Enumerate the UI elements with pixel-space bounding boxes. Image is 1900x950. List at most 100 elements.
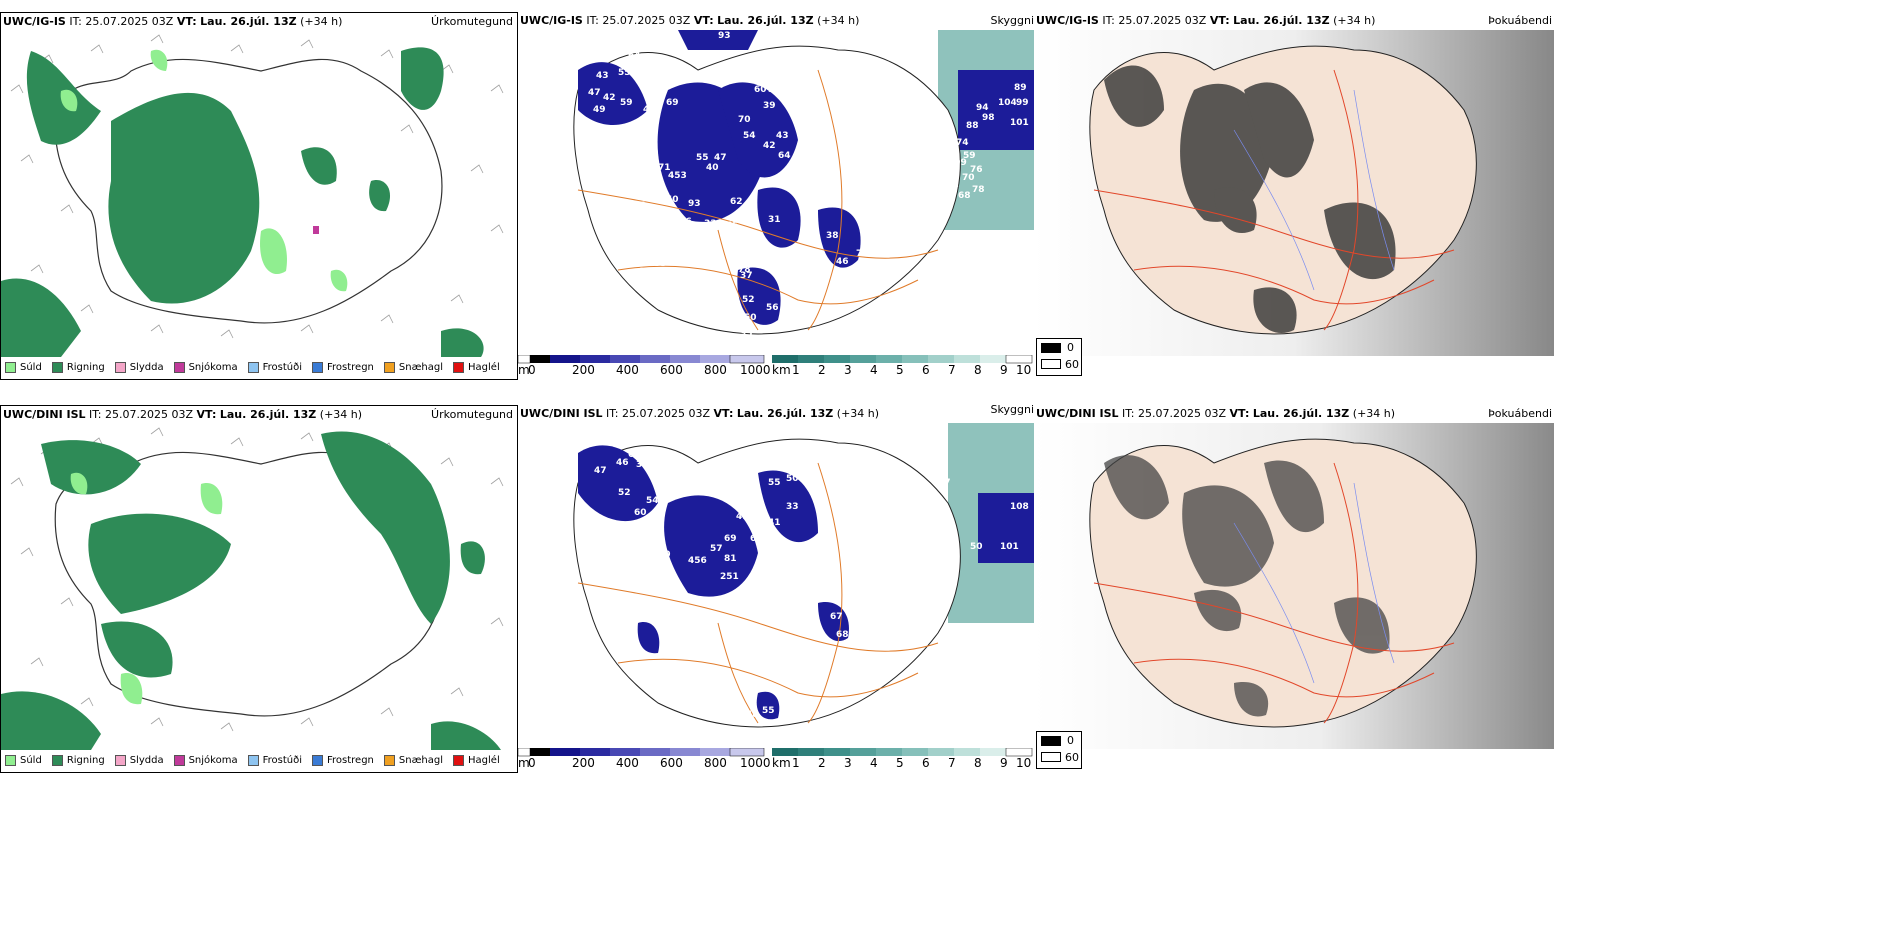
legend-swatch <box>312 361 323 373</box>
visibility-map[interactable]: 57 64 46 33 81 47 52 54 60 55 50 55 50 3… <box>518 423 1034 747</box>
fog-swatch-black <box>1041 343 1061 353</box>
legend-item: Frostúði <box>247 361 302 373</box>
fog-panel-row1: UWC/IG-IS IT: 25.07.2025 03Z VT: Lau. 26… <box>1034 12 1554 380</box>
model-name: UWC/DINI ISL <box>520 407 603 420</box>
svg-text:50: 50 <box>786 474 799 484</box>
cloudbase-unit: m <box>518 756 530 770</box>
svg-text:67: 67 <box>830 612 843 622</box>
panel-title: Skyggni <box>990 403 1034 416</box>
precip-map[interactable] <box>1 424 517 750</box>
legend-swatch <box>383 754 395 766</box>
initial-time: 25.07.2025 03Z <box>85 15 174 28</box>
valid-time: Lau. 26.júl. 13Z <box>736 407 834 420</box>
svg-text:62: 62 <box>730 197 743 207</box>
svg-text:57: 57 <box>618 440 631 450</box>
svg-text:52: 52 <box>742 295 755 305</box>
svg-text:40: 40 <box>638 68 651 78</box>
precip-map[interactable] <box>1 31 517 357</box>
initial-time: 25.07.2025 03Z <box>105 408 194 421</box>
svg-text:51: 51 <box>768 85 781 95</box>
legend-item: Rigning <box>51 754 105 766</box>
svg-text:62: 62 <box>750 534 763 544</box>
fog-swatch-black <box>1041 736 1061 746</box>
svg-text:42: 42 <box>648 285 661 295</box>
svg-text:59: 59 <box>620 98 633 108</box>
svg-text:60: 60 <box>634 508 647 518</box>
fog-legend: 0 60 <box>1036 731 1082 769</box>
panel-header: UWC/IG-IS IT: 25.07.2025 03Z VT: Lau. 26… <box>520 14 860 27</box>
legend-swatch <box>114 754 126 766</box>
svg-text:55: 55 <box>576 504 589 514</box>
model-name: UWC/IG-IS <box>3 15 66 28</box>
legend-item: Frostúði <box>247 754 302 766</box>
svg-text:52: 52 <box>618 488 631 498</box>
forecast-offset: (+34 h) <box>319 408 363 421</box>
svg-text:42: 42 <box>603 93 616 103</box>
legend-swatch <box>5 754 16 766</box>
legend-item: Snjókoma <box>173 754 238 766</box>
valid-time: Lau. 26.júl. 13Z <box>717 14 814 27</box>
svg-text:68: 68 <box>836 630 849 640</box>
legend-swatch <box>453 361 465 373</box>
svg-text:55: 55 <box>768 478 781 488</box>
legend-swatch <box>247 754 259 766</box>
cloudbase-colorbar-graphic <box>517 747 765 757</box>
model-name: UWC/DINI ISL <box>1036 407 1119 420</box>
cloudbase-colorbar: m 0 200 400 600 800 1000 <box>517 747 771 772</box>
svg-text:98: 98 <box>982 113 995 123</box>
svg-text:94: 94 <box>946 181 959 191</box>
svg-text:80: 80 <box>790 255 803 265</box>
visibility-panel-row1: UWC/IG-IS IT: 25.07.2025 03Z VT: Lau. 26… <box>517 12 1034 380</box>
svg-text:78: 78 <box>738 265 751 275</box>
model-name: UWC/IG-IS <box>1036 14 1099 27</box>
svg-text:51: 51 <box>638 245 651 255</box>
svg-text:43: 43 <box>583 121 596 131</box>
svg-text:46: 46 <box>616 458 629 468</box>
legend-swatch <box>51 754 63 766</box>
svg-text:17: 17 <box>880 462 893 472</box>
svg-text:56: 56 <box>844 98 857 108</box>
svg-text:57: 57 <box>724 492 737 502</box>
svg-text:101: 101 <box>1010 118 1029 128</box>
svg-text:40: 40 <box>706 163 719 173</box>
svg-text:101: 101 <box>1000 542 1019 552</box>
visibility-panel-row2: UWC/DINI ISL IT: 25.07.2025 03Z VT: Lau.… <box>517 403 1034 773</box>
svg-text:599: 599 <box>948 158 967 168</box>
legend-item: Slydda <box>114 754 164 766</box>
fog-legend: 0 60 <box>1036 338 1082 376</box>
legend-item: Snæhagl <box>383 754 443 766</box>
svg-text:77: 77 <box>643 215 656 225</box>
svg-text:33: 33 <box>704 219 717 229</box>
svg-text:76: 76 <box>856 249 869 259</box>
svg-text:89: 89 <box>1014 83 1027 93</box>
visibility-map[interactable]: 93 64 43 55 40 47 42 59 49 43 47 69 60 5… <box>518 30 1034 354</box>
fog-map[interactable] <box>1034 423 1554 749</box>
legend-swatch <box>114 361 126 373</box>
svg-text:81: 81 <box>638 165 651 175</box>
svg-text:78: 78 <box>972 185 985 195</box>
svg-text:50: 50 <box>970 542 983 552</box>
svg-text:47: 47 <box>594 466 607 476</box>
legend-item: Frostregn <box>312 361 374 373</box>
fog-map[interactable] <box>1034 30 1554 356</box>
svg-text:64: 64 <box>778 151 791 161</box>
precip-panel-row2: UWC/DINI ISL IT: 25.07.2025 03Z VT: Lau.… <box>0 405 518 773</box>
forecast-offset: (+34 h) <box>1333 14 1376 27</box>
fog-swatch-white <box>1041 752 1061 762</box>
model-name: UWC/DINI ISL <box>3 408 86 421</box>
valid-time: Lau. 26.júl. 13Z <box>1233 14 1330 27</box>
svg-text:38: 38 <box>826 231 839 241</box>
legend-swatch <box>383 361 395 373</box>
visibility-unit: km <box>772 363 791 377</box>
legend-item: Súld <box>5 754 42 766</box>
svg-text:104: 104 <box>998 98 1017 108</box>
svg-text:35: 35 <box>740 329 753 339</box>
svg-text:374: 374 <box>870 81 889 91</box>
svg-text:42: 42 <box>763 141 776 151</box>
svg-text:60: 60 <box>658 550 671 560</box>
svg-text:69: 69 <box>666 98 679 108</box>
svg-text:48: 48 <box>746 710 759 720</box>
svg-text:64: 64 <box>628 51 641 61</box>
initial-time: 25.07.2025 03Z <box>1118 14 1207 27</box>
legend-item: Slydda <box>114 361 164 373</box>
